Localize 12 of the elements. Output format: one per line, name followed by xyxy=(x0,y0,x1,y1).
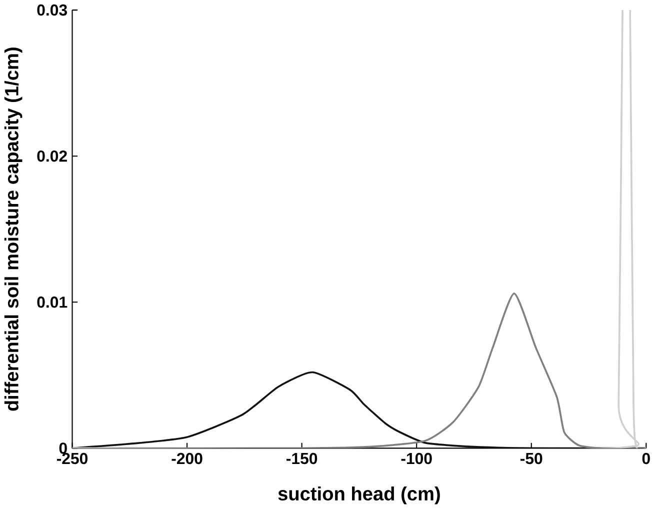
y-axis-title: differential soil moisture capacity (1/cm) xyxy=(4,48,22,411)
y-tick-label: 0 xyxy=(59,442,67,454)
x-tick-label: -150 xyxy=(286,453,318,464)
x-axis-title: suction head (cm) xyxy=(278,486,440,504)
y-tick-label: 0.01 xyxy=(37,296,68,308)
x-tick-label: -100 xyxy=(401,453,432,464)
y-tick-label: 0.02 xyxy=(37,150,67,162)
x-tick-label: -250 xyxy=(56,453,88,464)
x-tick-label: 0 xyxy=(642,453,650,464)
x-tick-label: -50 xyxy=(520,453,542,464)
y-tick-label: 0.03 xyxy=(37,4,67,16)
x-tick-label: -200 xyxy=(172,453,202,464)
